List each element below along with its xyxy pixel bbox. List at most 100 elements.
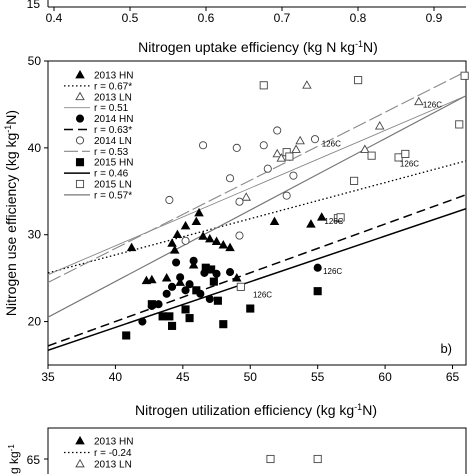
point-2015-hn xyxy=(158,312,167,321)
point-2014-ln xyxy=(225,174,235,183)
legend-label: 2013 HN xyxy=(94,437,133,448)
bottom-point-square-open xyxy=(313,454,322,464)
point-2014-hn xyxy=(181,286,190,295)
legend-marker-triangle-filled xyxy=(75,69,85,79)
point-2014-ln xyxy=(310,135,320,144)
legend-label: 2013 LN xyxy=(94,460,132,471)
legend-marker-triangle-open xyxy=(75,91,85,101)
annotation-label: 126C xyxy=(324,217,343,226)
legend-label: 2013 LN xyxy=(94,92,132,103)
point-2014-hn xyxy=(138,317,147,326)
point-2013-hn xyxy=(194,207,204,217)
bottom-ytick: 65 xyxy=(27,453,41,467)
point-2014-ln xyxy=(235,231,244,240)
point-2015-ln xyxy=(350,176,359,185)
top-xticks: 0.4 0.5 0.6 0.7 0.8 0.9 xyxy=(46,7,443,25)
point-2013-ln xyxy=(276,153,287,162)
x-tick-label: 40 xyxy=(109,370,123,384)
point-2013-ln xyxy=(374,121,385,130)
point-2015-ln xyxy=(460,71,469,80)
point-2013-hn xyxy=(205,233,215,243)
point-2015-hn xyxy=(209,277,218,286)
annotation-label: 126C xyxy=(423,100,442,109)
legend-label: r = 0.46 xyxy=(94,169,129,180)
point-2014-hn xyxy=(313,263,322,272)
point-2015-hn xyxy=(313,287,322,296)
point-2014-ln xyxy=(181,236,190,245)
point-2014-ln xyxy=(199,141,208,150)
x-axis-label: Nitrogen utilization efficiency (kg kg-1… xyxy=(135,402,377,418)
point-2013-ln xyxy=(360,144,370,153)
plot-frame xyxy=(47,60,467,366)
top-x-tick-label: 0.8 xyxy=(350,11,367,25)
point-2014-hn xyxy=(162,289,171,298)
annotation-label: 126C xyxy=(253,291,272,300)
y-tick-label: 30 xyxy=(28,228,42,242)
legend-label: r = -0.24 xyxy=(94,448,132,459)
point-2014-hn xyxy=(205,294,214,304)
point-2014-ln xyxy=(232,143,241,152)
point-2015-ln xyxy=(236,282,245,291)
x-axis-ticks: 35 40 45 50 55 60 65 xyxy=(41,365,460,384)
point-2013-hn xyxy=(126,242,137,252)
point-2015-ln xyxy=(455,120,464,129)
point-2014-ln xyxy=(235,197,244,206)
point-2013-ln xyxy=(302,80,312,89)
fit-line-solid xyxy=(48,207,466,351)
x-tick-label: 65 xyxy=(446,370,460,384)
bottom-point-square-open xyxy=(266,454,275,464)
x-tick-label: 35 xyxy=(41,370,55,384)
point-2013-hn xyxy=(269,216,280,226)
point-2013-ln xyxy=(291,144,301,153)
point-2015-hn xyxy=(207,265,216,274)
point-2013-hn xyxy=(198,231,208,240)
legend-marker-square-filled xyxy=(75,158,85,167)
point-2015-ln xyxy=(401,149,410,158)
point-2014-hn xyxy=(176,273,185,282)
bottom-markers xyxy=(266,454,322,464)
point-2015-hn xyxy=(147,300,156,309)
point-2015-ln xyxy=(336,213,345,222)
x-tick-label: 50 xyxy=(244,370,258,384)
point-2014-hn xyxy=(172,258,181,267)
point-2015-hn xyxy=(181,305,190,314)
annotation-label: 126C xyxy=(322,140,341,149)
legend-marker-circle-open xyxy=(75,136,85,145)
point-2014-hn xyxy=(168,282,177,291)
point-2013-hn xyxy=(169,245,180,254)
point-2015-hn xyxy=(219,320,228,329)
fit-line-dotted xyxy=(48,160,466,274)
point-2015-ln xyxy=(354,76,363,85)
point-2013-hn xyxy=(316,212,327,221)
fit-line-thin-gray xyxy=(48,95,466,276)
point-2015-hn xyxy=(213,296,222,305)
point-2013-ln xyxy=(414,96,424,106)
top-xlabel: Nitrogen uptake efficiency (kg N kg-1N) xyxy=(138,39,378,55)
point-2014-ln xyxy=(289,171,298,180)
top-x-tick-label: 0.9 xyxy=(426,11,443,25)
annotations: 126C 126C 126C 126C 126C 126C xyxy=(253,100,442,299)
legend-marker-triangle-open xyxy=(75,458,85,468)
point-2014-ln xyxy=(259,141,268,150)
legend-label: r = 0.51 xyxy=(94,103,129,114)
point-2013-hn xyxy=(218,240,229,249)
fit-line-dashed xyxy=(48,194,466,347)
y-tick-label: 20 xyxy=(28,315,42,329)
y-axis-label: Nitrogen use efficiency (kg kg-1N) xyxy=(3,110,19,316)
top-x-tick-label: 0.5 xyxy=(122,11,139,25)
legend-marker-circle-filled xyxy=(75,114,85,123)
point-2013-hn xyxy=(191,216,202,226)
point-2013-ln xyxy=(241,192,251,201)
x-tick-label: 60 xyxy=(378,370,392,384)
point-2015-hn xyxy=(165,312,174,321)
top-x-tick-label: 0.4 xyxy=(46,11,63,25)
legend-label: 2013 HN xyxy=(94,71,133,82)
point-2014-ln xyxy=(165,195,174,205)
point-2013-hn xyxy=(225,242,235,252)
point-2013-hn xyxy=(232,273,242,282)
point-2015-hn xyxy=(185,314,194,323)
point-2013-hn xyxy=(167,238,177,247)
